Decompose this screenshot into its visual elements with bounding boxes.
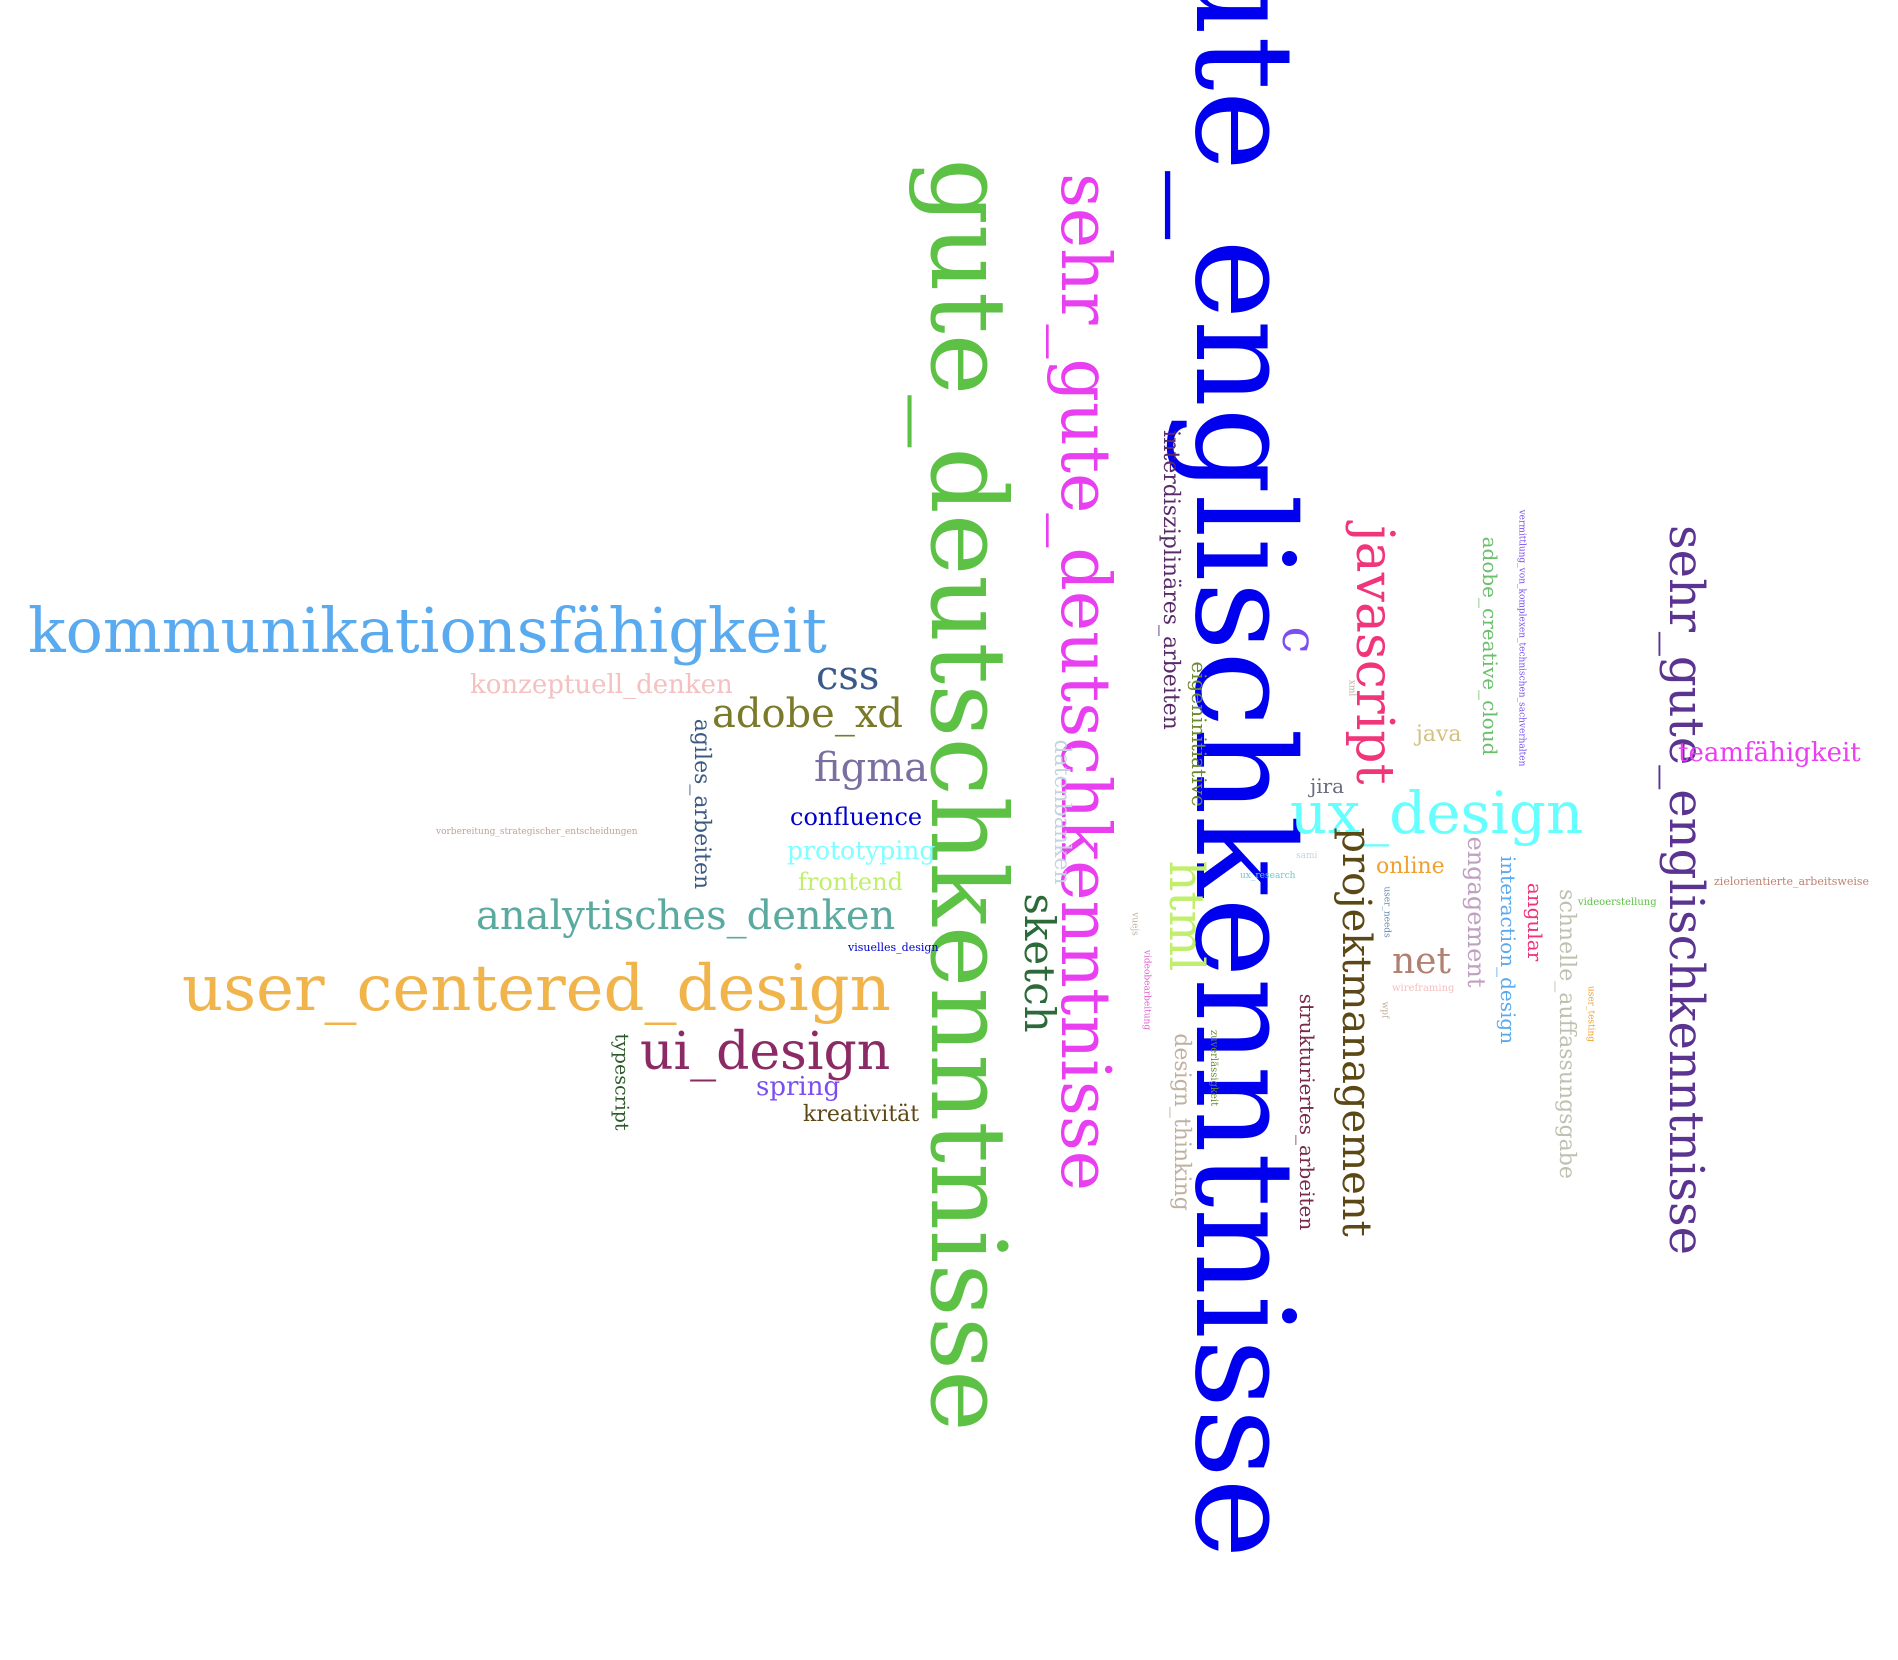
word-interaction-design: interaction_design [1496, 855, 1520, 1045]
word-vermittlung-von-komplexen-technischen-sachverhalten: vermittlung_von_komplexen_technischen_sa… [1516, 509, 1527, 767]
word-sami: sami [1296, 851, 1318, 861]
word-sehr-gute-deutschkenntnisse: sehr_gute_deutschkenntnisse [1045, 173, 1124, 1191]
word-gute-deutschkenntnisse: gute_deutschkenntnisse [907, 158, 1029, 1432]
word-analytisches-denken: analytisches_denken [476, 893, 896, 939]
word-konzeptuell-denken: konzeptuell_denken [470, 670, 733, 700]
word-wireframing: wireframing [1392, 983, 1455, 994]
word-ui-design: ui_design [640, 1022, 891, 1082]
word-agiles-arbeiten: agiles_arbeiten [689, 718, 714, 890]
word-strukturiertes-arbeiten: strukturiertes_arbeiten [1295, 993, 1319, 1231]
word-css: css [816, 653, 880, 699]
word-prototyping: prototyping [787, 836, 936, 865]
word-user-testing: user_testing [1585, 985, 1596, 1043]
word-adobe-xd: adobe_xd [712, 691, 903, 737]
word-eigeninitiative: eigeninitiative [1187, 661, 1211, 807]
word-ux-design: ux_design [1290, 779, 1584, 847]
word-user-needs: user_needs [1381, 886, 1392, 938]
word-java: java [1416, 722, 1462, 747]
word-engagement: engagement [1462, 836, 1490, 988]
word-zuverlaessigkeit: zuverlässigkeit [1208, 1029, 1219, 1107]
word-frontend: frontend [798, 868, 903, 896]
word-kommunikationsfaehigkeit: kommunikationsfähigkeit [28, 594, 827, 667]
word-visuelles-design: visuelles_design [848, 941, 939, 954]
word-javascript: javascript [1344, 525, 1404, 785]
word-html: html [1158, 860, 1214, 972]
word-online: online [1376, 854, 1445, 879]
word-typescript: typescript [610, 1033, 633, 1131]
word-angular: angular [1523, 882, 1547, 962]
word-projektmanagement: projektmanagement [1333, 827, 1379, 1237]
word-sehr-gute-englischkenntnisse: sehr_gute_englischkenntnisse [1658, 525, 1714, 1255]
word-zielorientierte-arbeitsweise: zielorientierte_arbeitsweise [1714, 875, 1870, 888]
word-interdisziplinaeres-arbeiten: interdisziplinäres_arbeiten [1158, 430, 1183, 730]
word-wpf: wpf [1379, 1001, 1390, 1019]
word-adobe-creative-cloud: adobe_creative_cloud [1478, 536, 1502, 756]
word-videobearbeitung: videobearbeitung [1141, 949, 1152, 1031]
word-videoerstellung: videoerstellung [1578, 897, 1657, 908]
word-kreativitaet: kreativität [803, 1102, 920, 1127]
word-datenbanken: datenbanken [1049, 739, 1074, 885]
word-jira: jira [1310, 774, 1345, 798]
word-sketch: sketch [1015, 893, 1064, 1033]
word-figma: figma [814, 745, 929, 791]
word-net: net [1392, 941, 1451, 982]
word-confluence: confluence [790, 803, 923, 831]
word-design-thinking: design_thinking [1169, 1033, 1194, 1211]
word-c: c [1271, 626, 1327, 654]
word-spring: spring [756, 1072, 841, 1102]
word-vuejs: vuejs [1129, 912, 1140, 936]
word-teamfaehigkeit: teamfähigkeit [1678, 738, 1861, 768]
word-user-centered-design: user_centered_design [182, 952, 891, 1026]
word-schnelle-auffassungsgabe: schnelle_auffassungsgabe [1554, 889, 1579, 1179]
word-xml: xml [1346, 679, 1357, 697]
word-vorbereitung-strategischer-entscheidungen: vorbereitung_strategischer_entscheidunge… [436, 827, 638, 837]
word-ux-research: ux_research [1240, 871, 1296, 881]
